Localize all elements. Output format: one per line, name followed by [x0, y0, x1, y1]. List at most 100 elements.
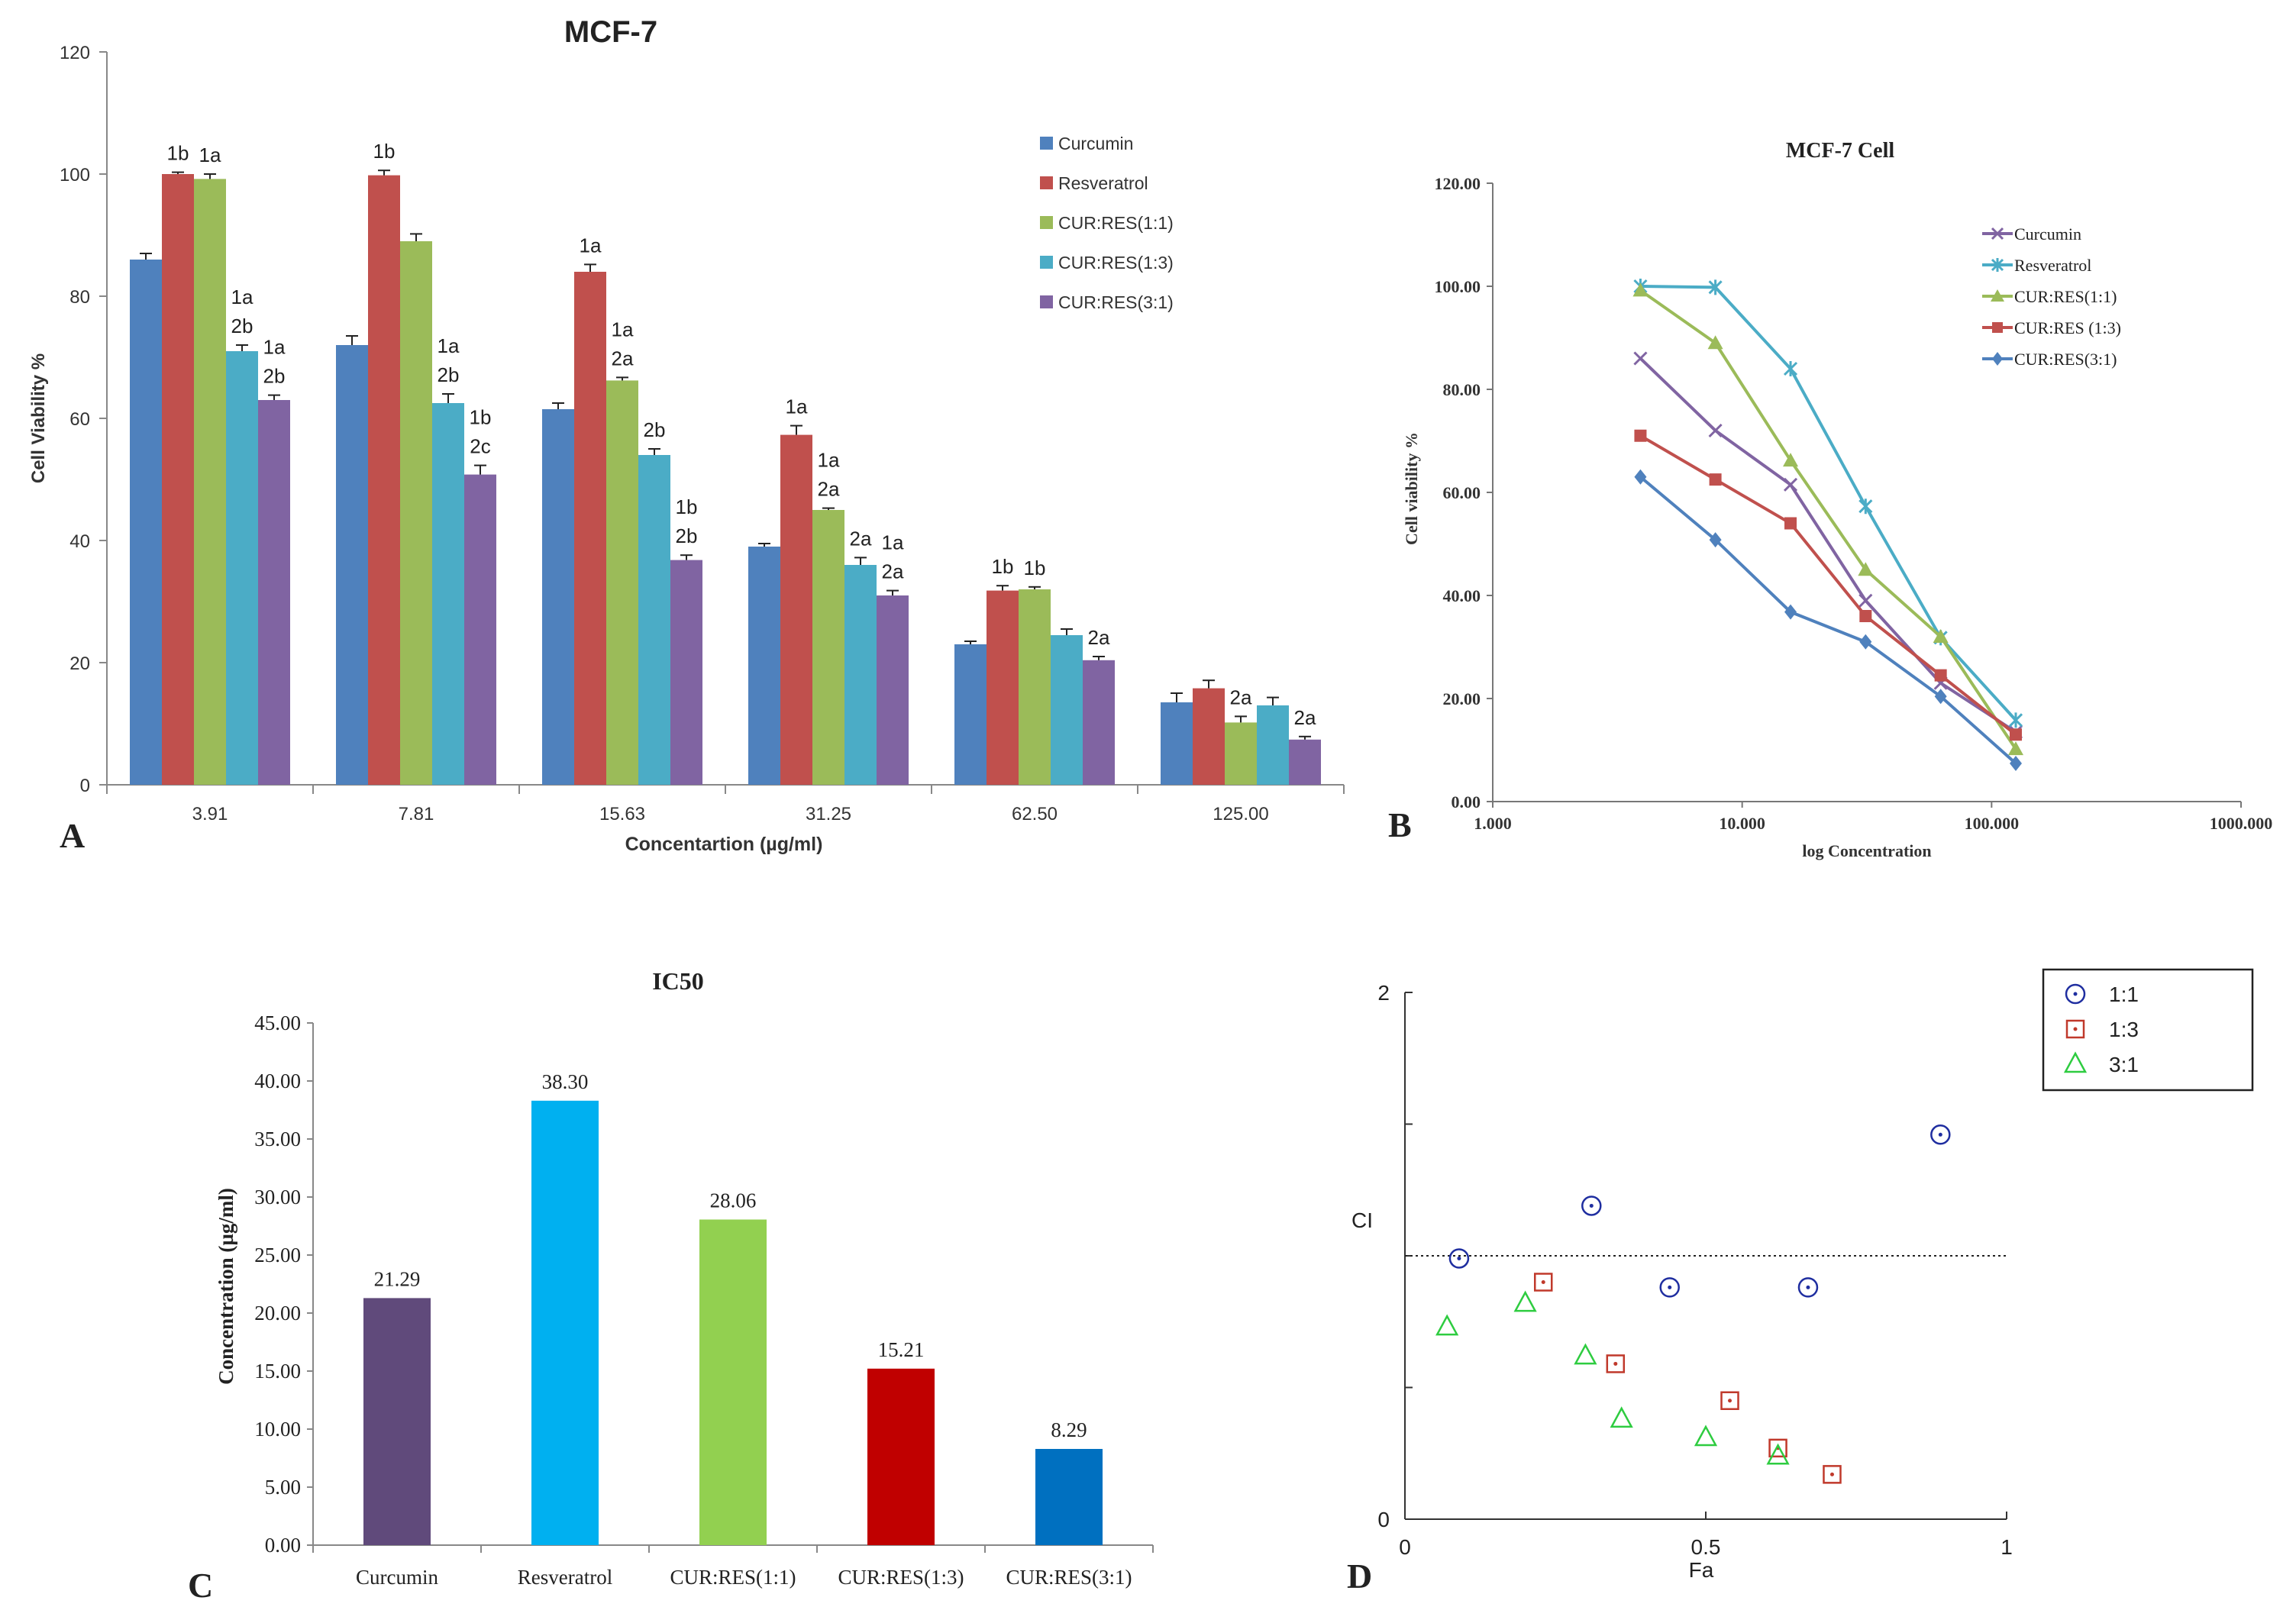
bar [867, 1368, 935, 1545]
marker [2009, 728, 2022, 741]
y-tick-label: 45.00 [254, 1012, 301, 1034]
significance-label: 2a [1230, 686, 1252, 708]
marker [1991, 227, 2004, 240]
marker [1708, 279, 1723, 295]
significance-label-line: 1a [882, 531, 904, 554]
significance-label-line: 1a [199, 144, 221, 166]
y-axis-title: Concentration (µg/ml) [215, 1188, 237, 1385]
chart-title: MCF-7 [564, 15, 657, 49]
marker [2065, 983, 2086, 1005]
significance-label: 1a [786, 395, 808, 418]
marker-dot [1457, 1256, 1461, 1260]
bar [1035, 1448, 1103, 1545]
series-line [1639, 434, 2017, 736]
marker [1784, 517, 1797, 530]
marker [1709, 473, 1722, 486]
bar [1289, 739, 1321, 785]
significance-label: 1b [1024, 557, 1046, 579]
y-axis-title: CI [1351, 1208, 1373, 1232]
x-tick-label: 1000.000 [2210, 814, 2273, 833]
significance-label: 2a [1294, 706, 1316, 729]
x-tick-label: 7.81 [399, 804, 434, 824]
series-line [1639, 476, 2017, 765]
y-tick-label: 0.00 [265, 1534, 301, 1557]
marker [1435, 1314, 1459, 1336]
marker [2063, 1051, 2088, 1073]
marker [1858, 562, 1874, 576]
marker [1783, 453, 1799, 467]
marker [1720, 1391, 1739, 1410]
significance-label-line: 1a [818, 449, 840, 472]
marker [1783, 361, 1798, 376]
bar [542, 409, 574, 785]
bar [699, 1219, 767, 1545]
marker-dot [1728, 1399, 1732, 1403]
legend-box [2042, 968, 2254, 1092]
significance-label-line: 2a [1088, 626, 1110, 649]
significance-label: 2a [1088, 626, 1110, 649]
marker [1992, 322, 2003, 333]
marker [1709, 532, 1722, 548]
marker [1930, 1124, 1951, 1145]
marker [1783, 477, 1798, 492]
marker [2007, 741, 2023, 756]
bar [432, 403, 464, 785]
marker [1694, 1425, 1718, 1447]
bar [1161, 702, 1193, 785]
significance-label-line: 2b [231, 315, 253, 337]
bar [531, 1100, 599, 1545]
bar [670, 560, 702, 785]
bar [1051, 635, 1083, 785]
bar [638, 455, 670, 785]
bar [954, 644, 987, 785]
marker-dot [1668, 1285, 1672, 1289]
x-tick-label: CUR:RES(3:1) [1006, 1566, 1132, 1589]
data-label: 15.21 [878, 1338, 925, 1361]
marker-dot [1541, 1280, 1545, 1284]
bar [194, 179, 226, 785]
y-tick-label: 0 [1377, 1508, 1390, 1531]
significance-label: 1a 2b [263, 336, 286, 388]
legend-label: Curcumin [1058, 134, 1133, 153]
panel-a-bar-chart: MCF-7 0 20 40 60 80 100 120 Cell Viability % Conc… [28, 15, 1345, 855]
legend-label: CUR:RES(1:1) [2014, 287, 2117, 306]
significance-label-line: 1a [438, 334, 460, 357]
marker [1448, 1248, 1470, 1269]
significance-label-line: 1a [231, 286, 253, 308]
marker [1784, 604, 1797, 620]
bar [162, 174, 194, 785]
marker [1533, 1273, 1553, 1292]
significance-label-line: 1b [373, 140, 396, 163]
bar [1083, 660, 1115, 785]
legend-label: 3:1 [2109, 1053, 2139, 1076]
significance-label-line: 1b [1024, 557, 1046, 579]
marker-dot [2073, 992, 2078, 996]
y-tick-label: 20.00 [254, 1302, 301, 1325]
y-tick-label: 25.00 [254, 1244, 301, 1266]
y-tick-label: 0.00 [1452, 792, 1481, 812]
y-axis-title: Cell viability % [1402, 432, 1421, 545]
significance-label-line: 2a [850, 527, 872, 550]
panel-letter-b: B [1388, 805, 1412, 844]
y-tick-label: 2 [1377, 981, 1390, 1005]
legend-label: CUR:RES(1:1) [1058, 213, 1174, 233]
marker [1581, 1195, 1602, 1216]
x-tick-label: 0 [1399, 1535, 1411, 1559]
significance-label-line: 1a [580, 234, 602, 257]
chart-title: IC50 [652, 967, 704, 995]
significance-label-line: 2a [882, 560, 904, 583]
y-tick-label: 15.00 [254, 1360, 301, 1383]
bar [368, 175, 400, 786]
bar [336, 345, 368, 785]
marker [1768, 1438, 1787, 1458]
bar [130, 260, 162, 785]
y-tick-label: 5.00 [265, 1476, 301, 1499]
series-line [1639, 357, 2017, 734]
y-tick-label: 60.00 [1443, 483, 1481, 502]
significance-label-line: 1a [786, 395, 808, 418]
chart-title: MCF-7 Cell [1786, 139, 1895, 163]
panel-letter-a: A [60, 816, 85, 855]
x-tick-label: 62.50 [1012, 804, 1058, 824]
y-tick-label: 40.00 [1443, 586, 1481, 605]
marker [1606, 1354, 1626, 1373]
